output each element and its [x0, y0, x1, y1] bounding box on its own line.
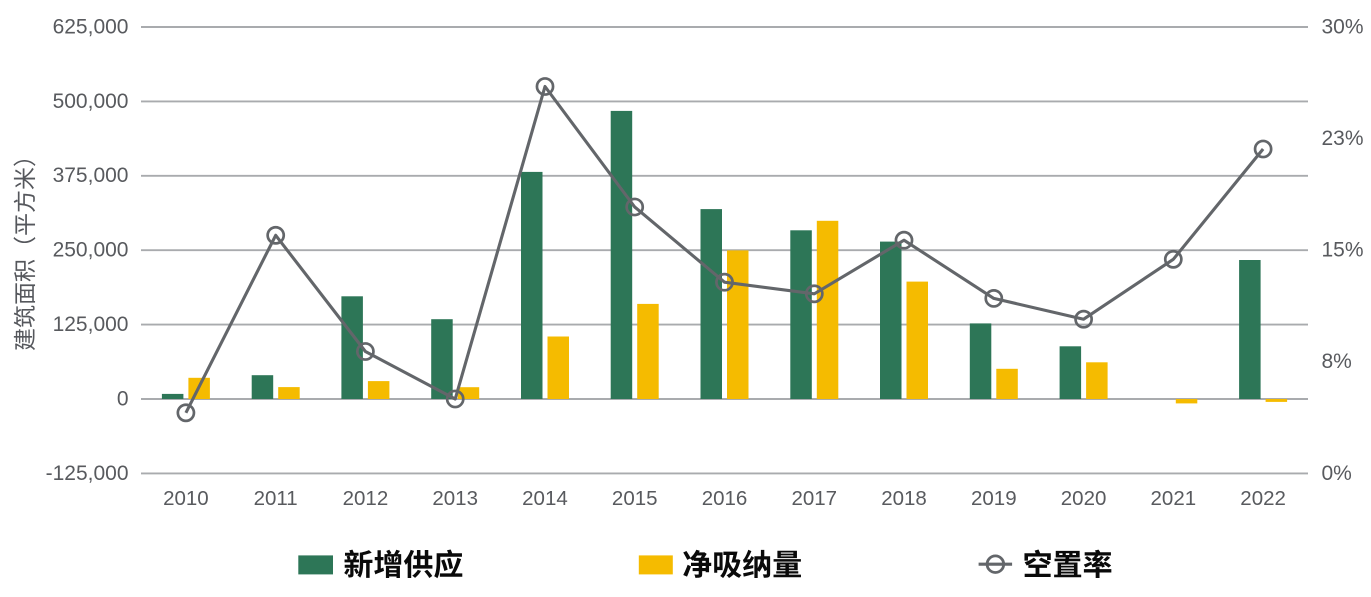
svg-text:23%: 23% [1322, 127, 1364, 150]
svg-text:2022: 2022 [1240, 487, 1286, 510]
svg-text:2021: 2021 [1151, 487, 1197, 510]
svg-text:2012: 2012 [343, 487, 389, 510]
svg-text:2011: 2011 [254, 487, 298, 510]
svg-text:30%: 30% [1322, 15, 1364, 38]
svg-text:0: 0 [117, 387, 129, 410]
svg-text:15%: 15% [1322, 239, 1364, 262]
svg-text:500,000: 500,000 [53, 90, 129, 113]
svg-text:2017: 2017 [791, 487, 837, 510]
svg-text:2018: 2018 [881, 487, 927, 510]
svg-text:-125,000: -125,000 [46, 462, 129, 485]
svg-text:2010: 2010 [163, 487, 209, 510]
svg-text:375,000: 375,000 [53, 164, 129, 187]
svg-text:2016: 2016 [702, 487, 748, 510]
svg-text:625,000: 625,000 [53, 15, 129, 38]
svg-text:2013: 2013 [432, 487, 478, 510]
svg-text:2020: 2020 [1061, 487, 1107, 510]
svg-text:2019: 2019 [971, 487, 1017, 510]
svg-text:250,000: 250,000 [53, 239, 129, 262]
svg-text:8%: 8% [1322, 350, 1352, 373]
svg-text:125,000: 125,000 [53, 313, 129, 336]
svg-text:2015: 2015 [612, 487, 658, 510]
svg-text:0%: 0% [1322, 462, 1352, 485]
svg-text:2014: 2014 [522, 487, 568, 510]
